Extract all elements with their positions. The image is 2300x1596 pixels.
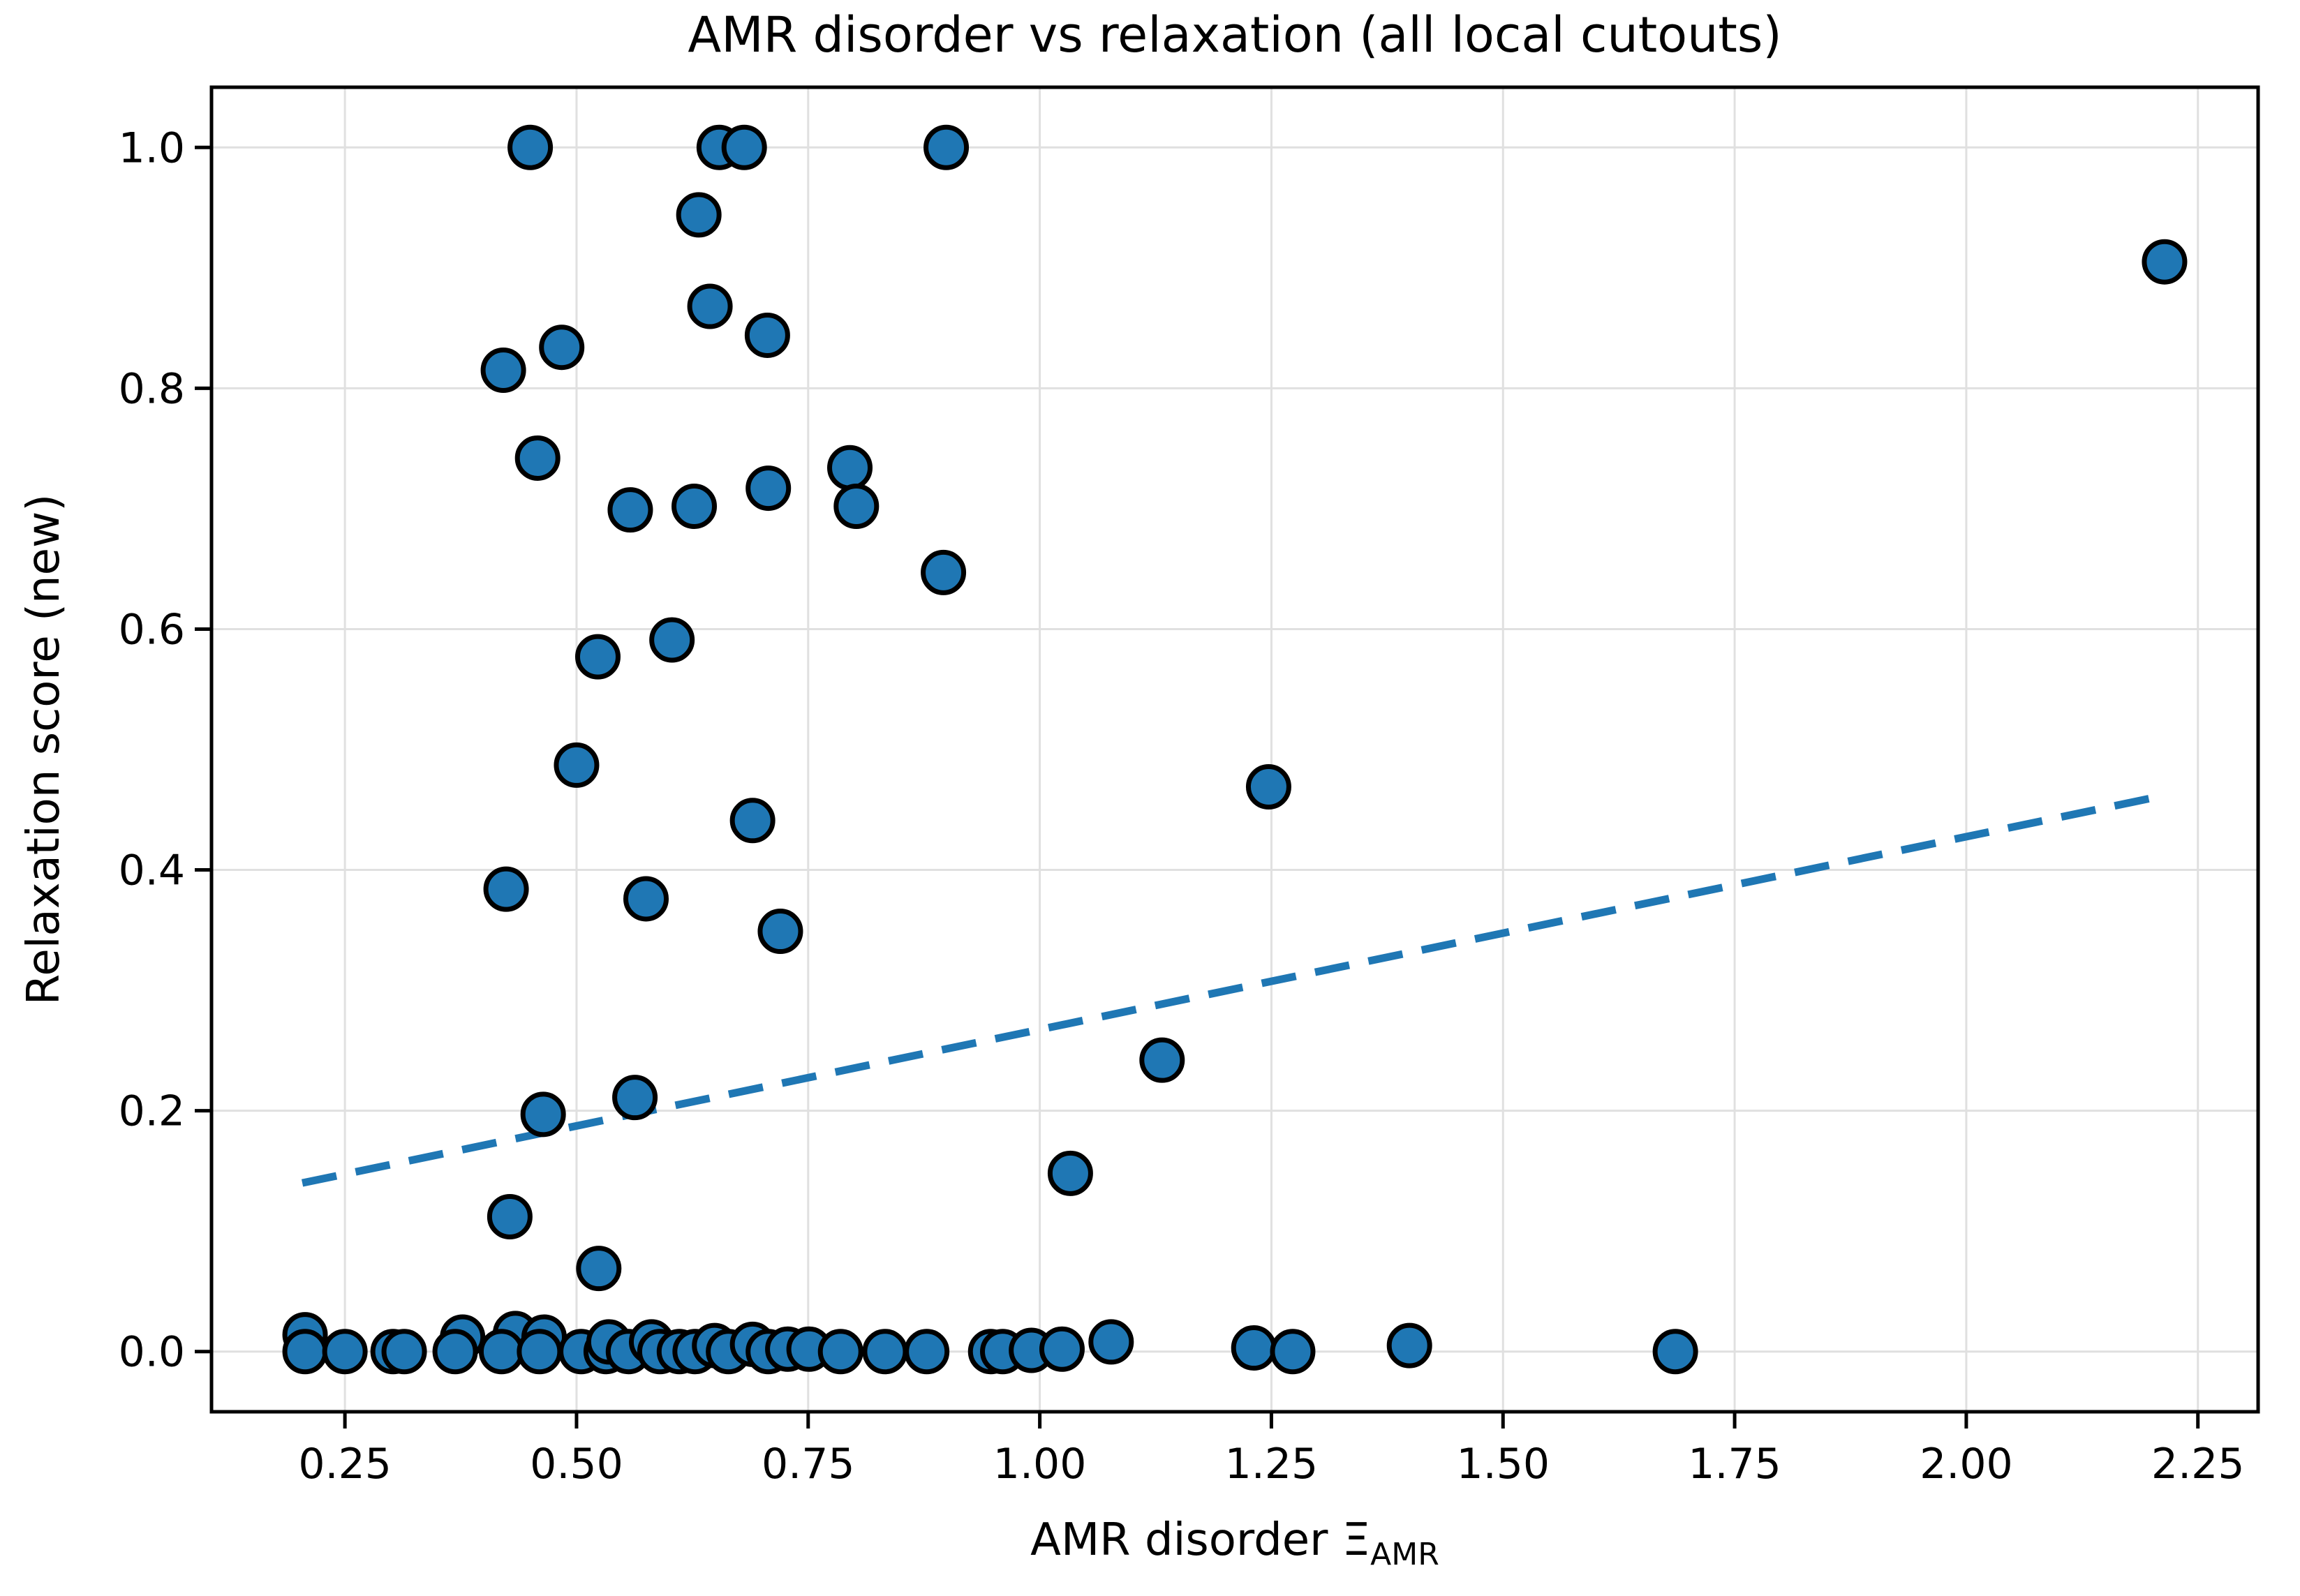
data-point bbox=[1047, 1150, 1093, 1196]
data-point bbox=[817, 1329, 863, 1375]
data-point bbox=[623, 876, 669, 922]
data-point bbox=[921, 549, 967, 595]
data-point bbox=[904, 1329, 950, 1375]
data-point bbox=[517, 1329, 563, 1375]
x-tick-label: 1.25 bbox=[1225, 1440, 1319, 1489]
x-tick-label: 1.50 bbox=[1456, 1440, 1550, 1489]
data-point bbox=[282, 1329, 328, 1375]
data-point bbox=[381, 1329, 427, 1375]
y-tick-label: 0.6 bbox=[119, 605, 185, 654]
data-point bbox=[480, 347, 526, 393]
x-tick-label: 2.00 bbox=[1920, 1440, 2013, 1489]
data-point bbox=[1386, 1322, 1432, 1368]
data-point bbox=[322, 1329, 368, 1375]
x-tick-label: 0.50 bbox=[530, 1440, 623, 1489]
data-point bbox=[607, 487, 653, 533]
data-point bbox=[520, 1091, 566, 1138]
y-tick-label: 0.2 bbox=[119, 1087, 185, 1136]
data-point bbox=[649, 617, 695, 663]
y-tick-label: 0.4 bbox=[119, 847, 185, 895]
data-point bbox=[687, 283, 733, 329]
y-tick-label: 0.0 bbox=[119, 1328, 185, 1377]
data-point bbox=[757, 909, 803, 955]
data-point bbox=[833, 483, 880, 529]
x-axis-label-subscript: AMR bbox=[1370, 1537, 1439, 1572]
data-point bbox=[745, 465, 792, 512]
data-point bbox=[1652, 1329, 1698, 1375]
x-tick-label: 2.25 bbox=[2151, 1440, 2245, 1489]
data-point bbox=[676, 192, 722, 238]
data-point bbox=[478, 1329, 524, 1375]
data-point bbox=[483, 866, 529, 912]
x-tick-label: 1.00 bbox=[993, 1440, 1087, 1489]
data-point bbox=[744, 312, 790, 358]
data-point bbox=[1088, 1319, 1134, 1365]
x-axis-label-main: AMR disorder Ξ bbox=[1030, 1514, 1370, 1566]
x-tick-label: 0.25 bbox=[298, 1440, 392, 1489]
data-point bbox=[1245, 763, 1291, 810]
plot-area bbox=[209, 85, 2260, 1414]
data-point bbox=[432, 1329, 478, 1375]
y-tick-label: 1.0 bbox=[119, 124, 185, 172]
x-axis-label: AMR disorder ΞAMR bbox=[1030, 1514, 1439, 1572]
trend-line bbox=[301, 791, 2167, 1187]
data-point bbox=[576, 1246, 622, 1292]
data-point bbox=[721, 124, 767, 170]
data-point bbox=[487, 1193, 533, 1239]
chart-title: AMR disorder vs relaxation (all local cu… bbox=[688, 6, 1781, 64]
data-point bbox=[514, 435, 561, 481]
data-point bbox=[729, 798, 776, 844]
data-point bbox=[507, 124, 554, 170]
x-tick-label: 1.75 bbox=[1688, 1440, 1781, 1489]
data-point bbox=[923, 124, 970, 170]
data-point bbox=[862, 1329, 908, 1375]
data-point bbox=[1139, 1037, 1185, 1083]
data-point bbox=[612, 1075, 658, 1121]
y-tick-label: 0.8 bbox=[119, 364, 185, 413]
data-point bbox=[1270, 1329, 1316, 1375]
data-point bbox=[554, 742, 600, 788]
data-point bbox=[539, 325, 585, 371]
y-axis-label: Relaxation score (new) bbox=[18, 494, 70, 1006]
data-point bbox=[1039, 1326, 1085, 1372]
data-point bbox=[1231, 1325, 1277, 1371]
x-tick-label: 0.75 bbox=[762, 1440, 855, 1489]
data-point bbox=[827, 445, 873, 491]
data-point bbox=[2142, 239, 2188, 285]
data-point bbox=[672, 483, 718, 529]
data-point bbox=[574, 634, 621, 680]
